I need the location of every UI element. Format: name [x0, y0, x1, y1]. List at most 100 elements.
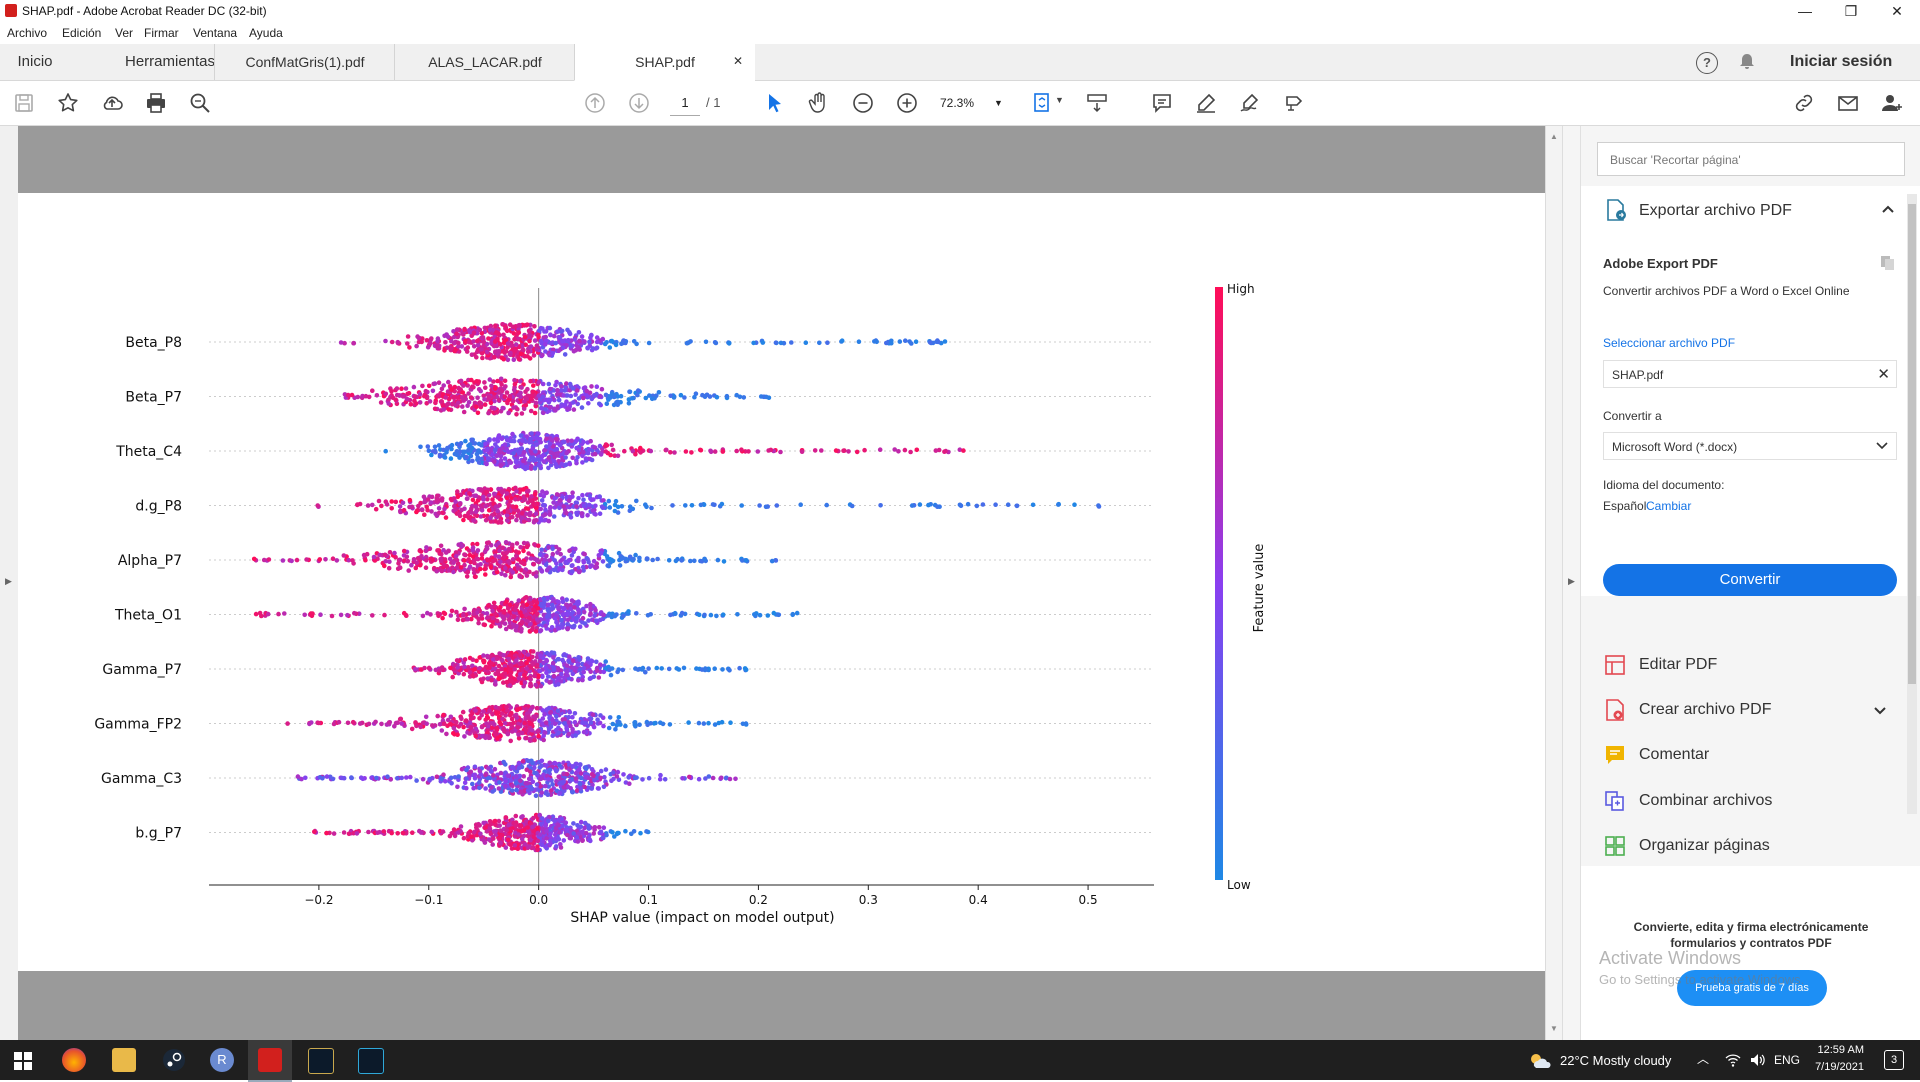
- shap-point: [463, 439, 468, 444]
- shap-point: [497, 786, 502, 791]
- shap-point: [580, 493, 585, 498]
- shap-point: [703, 668, 708, 673]
- previous-page-icon[interactable]: [583, 91, 607, 115]
- shap-point: [544, 666, 549, 671]
- search-zoom-icon[interactable]: [188, 91, 212, 115]
- help-icon[interactable]: ?: [1696, 52, 1718, 74]
- tab-bar: Inicio Herramientas ConfMatGris(1).pdf A…: [0, 44, 1920, 81]
- tab-alas-lacar[interactable]: ALAS_LACAR.pdf: [394, 44, 575, 80]
- close-tab-icon[interactable]: ✕: [733, 54, 743, 68]
- maximize-button[interactable]: ❐: [1828, 0, 1874, 22]
- print-icon[interactable]: [144, 91, 168, 115]
- shap-point: [495, 509, 500, 514]
- shap-point: [414, 510, 419, 515]
- zoom-in-icon[interactable]: [895, 91, 919, 115]
- shap-point: [607, 668, 612, 673]
- minimize-button[interactable]: —: [1782, 0, 1828, 22]
- menu-ayuda[interactable]: Ayuda: [249, 26, 283, 40]
- shap-point: [514, 713, 519, 718]
- hand-tool-icon[interactable]: [807, 91, 831, 115]
- shap-point: [728, 720, 733, 725]
- shap-point: [576, 345, 581, 350]
- zoom-out-icon[interactable]: [851, 91, 875, 115]
- menu-ver[interactable]: Ver: [115, 26, 133, 40]
- select-cursor-icon[interactable]: [763, 91, 787, 115]
- shap-point: [675, 557, 680, 562]
- shap-point: [568, 344, 573, 349]
- shap-point: [586, 451, 591, 456]
- next-page-icon[interactable]: [627, 91, 651, 115]
- shap-point: [449, 456, 454, 461]
- save-icon[interactable]: [12, 91, 36, 115]
- tab-shap[interactable]: SHAP.pdf: [574, 44, 755, 81]
- close-window-button[interactable]: ✕: [1874, 0, 1920, 22]
- menu-edicion[interactable]: Edición: [62, 26, 101, 40]
- shap-point: [741, 722, 746, 727]
- sign-icon[interactable]: [1238, 91, 1262, 115]
- shap-point: [538, 669, 543, 674]
- signin-link[interactable]: Iniciar sesión: [1790, 53, 1892, 71]
- shap-point: [577, 339, 582, 344]
- mail-icon[interactable]: [1836, 91, 1860, 115]
- shap-point: [465, 574, 470, 579]
- expand-left-icon[interactable]: ▶: [5, 576, 12, 587]
- zoom-level-select[interactable]: 72.3% ▼: [940, 91, 1010, 115]
- link-share-icon[interactable]: [1792, 91, 1816, 115]
- shap-point: [562, 838, 567, 843]
- star-icon[interactable]: [56, 91, 80, 115]
- shap-point: [579, 776, 584, 781]
- shap-point: [340, 776, 345, 781]
- left-panel-toggle[interactable]: ▶: [0, 126, 18, 1040]
- shap-point: [492, 395, 497, 400]
- bell-icon[interactable]: [1737, 52, 1757, 72]
- shap-point: [518, 545, 523, 550]
- shap-point: [455, 327, 460, 332]
- tab-confmatgris[interactable]: ConfMatGris(1).pdf: [214, 44, 395, 80]
- shap-point: [589, 333, 594, 338]
- scroll-mode-icon[interactable]: [1085, 91, 1109, 115]
- shap-point: [487, 508, 492, 513]
- shap-point: [514, 518, 519, 523]
- cloud-upload-icon[interactable]: [100, 91, 124, 115]
- shap-point: [453, 500, 458, 505]
- shap-point: [487, 708, 492, 713]
- shap-point: [564, 381, 569, 386]
- shap-point: [646, 613, 651, 618]
- shap-point: [408, 498, 413, 503]
- share-send-icon[interactable]: [1282, 91, 1306, 115]
- shap-point: [543, 730, 548, 735]
- fit-page-icon[interactable]: [1030, 91, 1054, 115]
- shap-point: [520, 731, 525, 736]
- highlight-pen-icon[interactable]: [1194, 91, 1218, 115]
- fit-dropdown-icon[interactable]: ▼: [1055, 95, 1064, 105]
- shap-point: [737, 666, 742, 671]
- shap-point: [466, 391, 471, 396]
- tab-inicio[interactable]: Inicio: [0, 44, 70, 80]
- comment-icon[interactable]: [1150, 91, 1174, 115]
- shap-point: [503, 394, 508, 399]
- shap-point: [385, 774, 390, 779]
- shap-point: [504, 540, 509, 545]
- shap-point: [813, 448, 818, 453]
- menu-archivo[interactable]: Archivo: [7, 26, 47, 40]
- shap-point: [435, 344, 440, 349]
- shap-point: [630, 396, 635, 401]
- shap-point: [535, 611, 540, 616]
- shap-point: [468, 330, 473, 335]
- menu-ventana[interactable]: Ventana: [193, 26, 237, 40]
- shap-point: [511, 399, 516, 404]
- shap-point: [531, 383, 536, 388]
- shap-point: [655, 557, 660, 562]
- shap-point: [339, 340, 344, 345]
- shap-point: [539, 684, 544, 689]
- shap-point: [379, 504, 384, 509]
- shap-point: [484, 665, 489, 670]
- add-user-icon[interactable]: [1880, 91, 1904, 115]
- shap-point: [435, 498, 440, 503]
- shap-point: [548, 398, 553, 403]
- shap-point: [716, 558, 721, 563]
- menu-firmar[interactable]: Firmar: [144, 26, 179, 40]
- page-number-input[interactable]: 1: [670, 91, 700, 116]
- shap-point: [501, 727, 506, 732]
- shap-point: [526, 652, 531, 657]
